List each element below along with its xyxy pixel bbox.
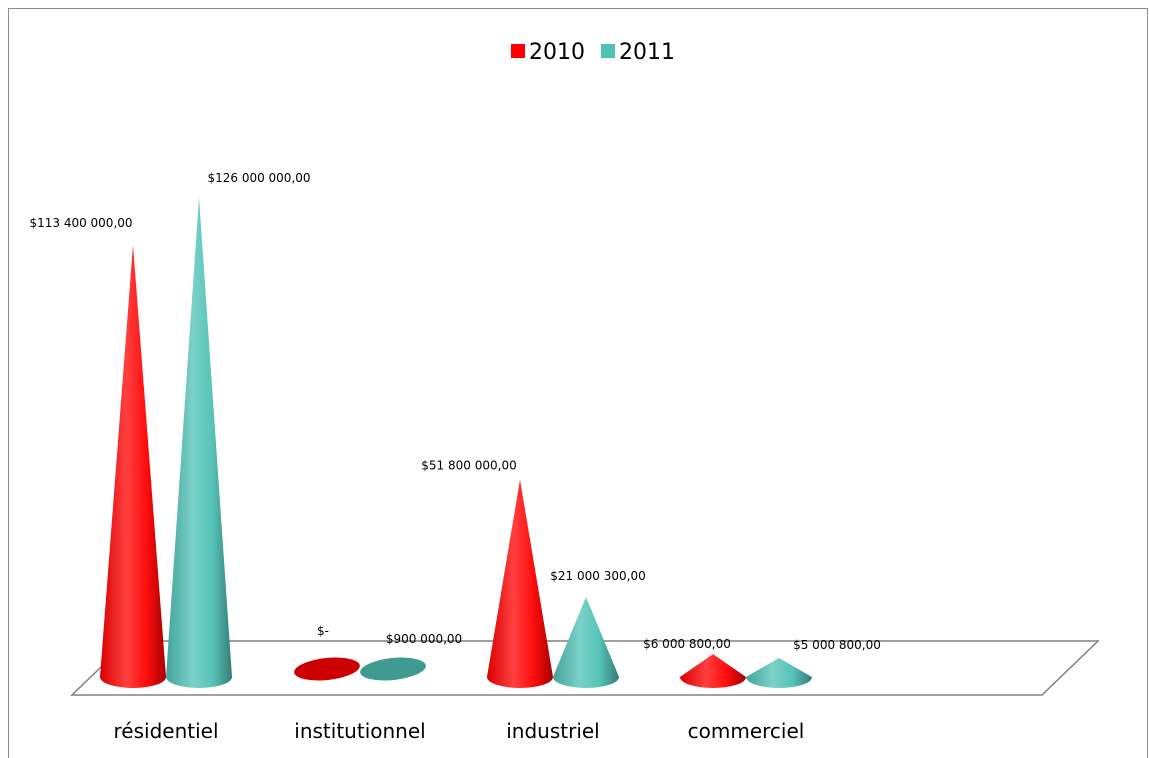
category-label-résidentiel: résidentiel [114,719,219,743]
cone-2011-résidentiel [166,197,232,688]
legend-label-2011: 2011 [619,40,675,65]
legend-swatch-2011 [601,44,615,58]
cone-2010-institutionnel [294,657,360,681]
data-label-2010-résidentiel: $113 400 000,00 [29,216,132,230]
data-label-2011-institutionnel: $900 000,00 [386,632,462,646]
cone-2011-commerciel [746,657,812,688]
data-label-2010-institutionnel: $- [317,624,329,638]
cone-2010-commerciel [680,654,746,688]
cone-2011-institutionnel [360,657,426,681]
data-label-2010-industriel: $51 800 000,00 [421,459,516,473]
category-label-industriel: industriel [506,719,600,743]
category-label-commerciel: commerciel [688,719,805,743]
data-label-2011-commerciel: $5 000 800,00 [793,638,881,652]
legend-label-2010: 2010 [529,40,585,65]
cone-2011-industriel [553,596,619,688]
legend-swatch-2010 [511,44,525,58]
cone-2010-industriel [487,479,553,688]
data-label-2011-résidentiel: $126 000 000,00 [207,171,310,185]
data-label-2011-industriel: $21 000 300,00 [550,569,645,583]
data-label-2010-commerciel: $6 000 800,00 [643,637,731,651]
cone-2010-résidentiel [100,245,166,688]
category-label-institutionnel: institutionnel [294,719,425,743]
